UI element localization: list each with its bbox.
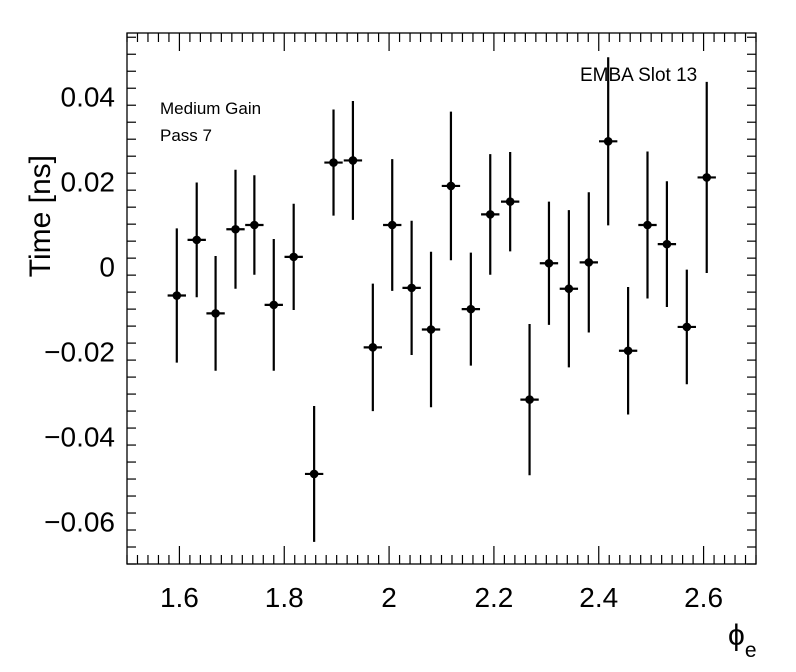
data-point [363,283,383,412]
axis-ticks [126,33,757,565]
x-axis-title-symbol: ϕ [728,619,745,652]
point-marker [387,220,397,230]
data-point [599,57,618,226]
point-marker [485,210,495,219]
data-point [167,228,186,363]
point-marker [329,158,338,167]
data-points [167,57,716,542]
data-point [343,100,363,220]
point-marker [446,181,456,191]
data-point [461,252,481,366]
data-point [559,210,579,368]
point-marker [564,284,574,294]
point-marker [368,343,378,352]
y-tick-label: 0.04 [61,82,116,113]
y-tick-label: 0.02 [61,167,116,198]
point-marker [662,239,672,249]
point-marker [172,291,182,300]
data-point [324,109,343,216]
point-marker [250,220,259,230]
data-point [697,81,716,274]
point-marker [231,224,240,234]
x-tick-label: 1.6 [160,582,199,613]
point-marker [603,137,613,146]
point-marker [192,235,202,245]
x-axis-title: ϕe [728,619,757,662]
data-point [187,182,206,298]
x-tick-label: 2.6 [684,582,723,613]
data-point [677,269,696,385]
point-marker [525,395,534,404]
point-marker [682,322,692,332]
point-marker [643,220,652,230]
point-marker [289,252,298,262]
data-point [245,175,264,275]
y-tick-label: −0.06 [44,507,115,538]
x-tick-label: 2 [381,582,397,613]
x-axis-title-subscript: e [745,639,757,662]
point-marker [466,304,476,314]
annotation-gain: Medium Gain [160,99,261,118]
data-point [657,181,677,307]
annotation-pass: Pass 7 [160,126,212,145]
data-point [264,239,283,371]
y-tick-label: −0.02 [44,337,115,368]
data-point [284,203,303,310]
data-point [304,405,324,542]
point-marker [584,258,594,267]
data-point [402,220,421,355]
data-point [500,151,520,252]
point-marker [348,156,358,165]
point-marker [407,283,416,293]
point-marker [426,325,436,334]
point-marker [309,469,319,479]
point-marker [269,300,279,310]
y-tick-label: −0.04 [44,422,115,453]
data-point [206,256,225,371]
data-point [520,323,539,476]
x-tick-label: 1.8 [265,582,304,613]
x-tick-label: 2.2 [474,582,513,613]
data-point [421,251,441,408]
point-marker [623,346,633,356]
point-marker [702,173,712,182]
point-marker [505,197,515,206]
data-point [539,201,559,325]
point-marker [211,309,220,318]
data-point [618,287,638,415]
data-point [481,154,500,275]
data-point [579,192,598,333]
data-point [383,159,402,291]
data-point [638,151,657,299]
point-marker [544,258,554,268]
data-point [226,169,245,289]
tick-labels: 1.6 1.8 2 2.2 2.4 2.6 −0.06 −0.04 −0.02 0 0.02 0.04 [44,82,723,613]
x-tick-label: 2.4 [579,582,618,613]
y-axis-title: Time [ns] [24,155,57,277]
annotation-slot: EMBA Slot 13 [580,65,697,86]
y-tick-label: 0 [99,252,115,283]
data-point [441,111,461,261]
